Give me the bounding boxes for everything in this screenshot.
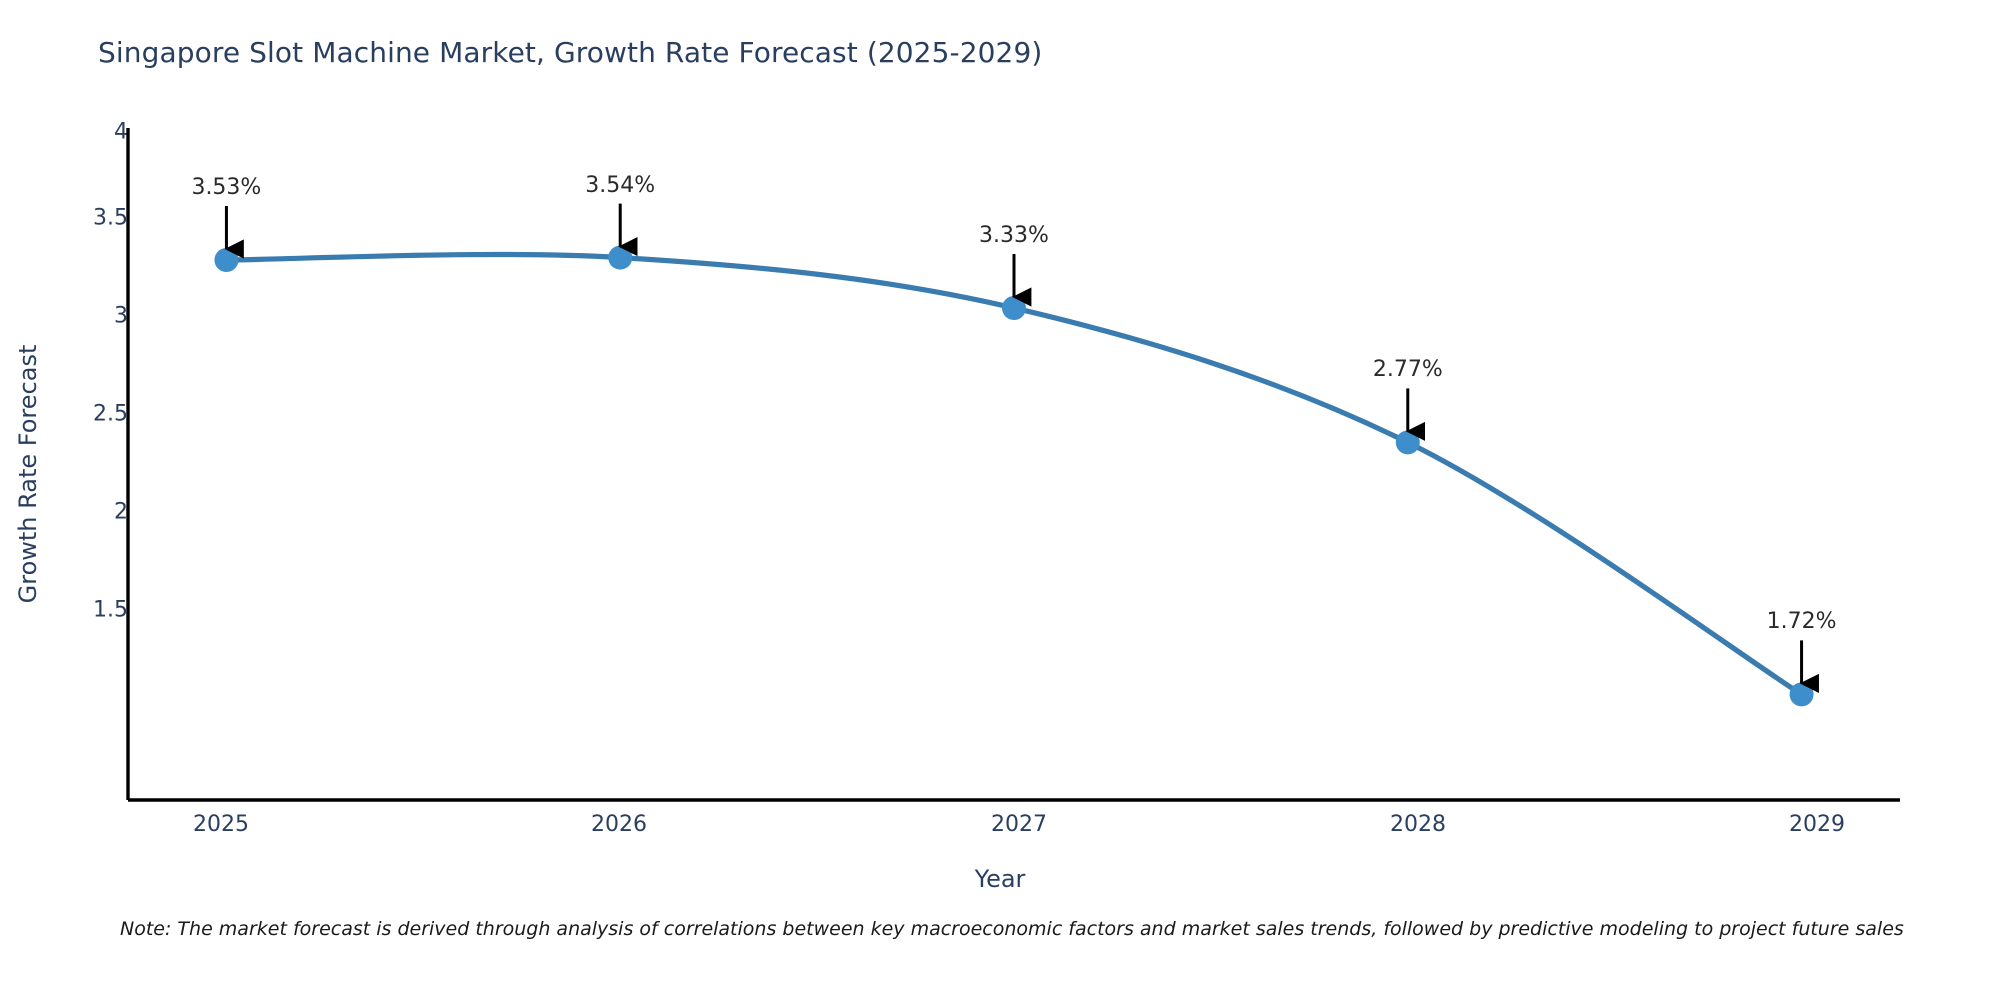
x-axis-title: Year [974, 865, 1026, 893]
x-tick-label: 2027 [991, 812, 1047, 837]
data-point-label: 2.77% [1372, 357, 1443, 383]
x-tick-label: 2025 [193, 812, 249, 837]
x-tick-label: 2026 [591, 812, 647, 837]
data-line-series [223, 251, 1805, 697]
data-point-marker[interactable] [1395, 430, 1420, 455]
x-tick-label: 2028 [1390, 812, 1446, 837]
x-tick-label: 2029 [1789, 812, 1845, 837]
data-point-marker[interactable] [214, 248, 239, 272]
chart-footnote: Note: The market forecast is derived thr… [120, 918, 1904, 940]
data-point-marker[interactable] [1789, 682, 1814, 707]
annotation-arrows [224, 203, 1819, 694]
data-point-markers [214, 245, 1814, 707]
data-point-label: 1.72% [1766, 609, 1837, 635]
chart-title: Singapore Slot Machine Market, Growth Ra… [98, 36, 1043, 69]
data-point-label: 3.53% [191, 175, 262, 200]
data-point-label: 3.54% [585, 172, 656, 198]
data-point-marker[interactable] [1002, 296, 1026, 320]
data-point-marker[interactable] [608, 245, 633, 270]
data-point-label: 3.33% [979, 223, 1049, 248]
